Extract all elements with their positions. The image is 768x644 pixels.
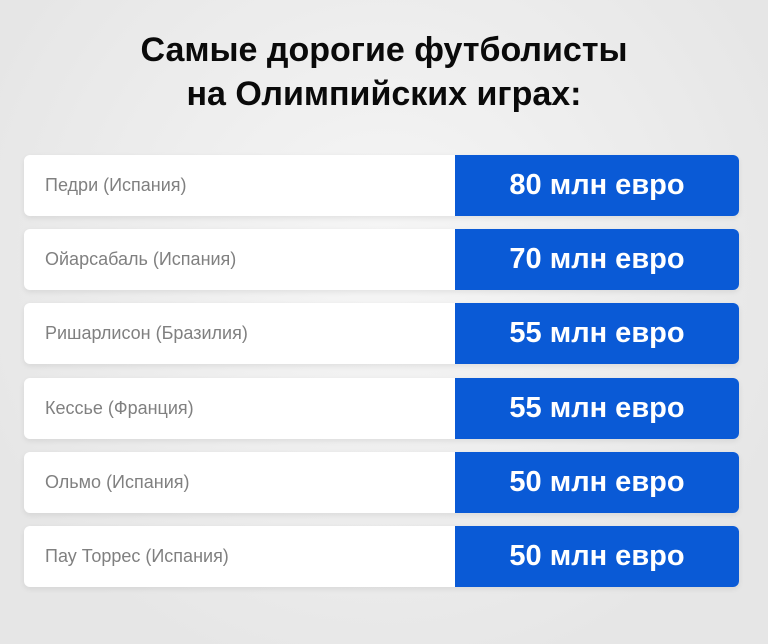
player-name: Ришарлисон (Бразилия) [45, 323, 248, 344]
list-item: Ришарлисон (Бразилия) 55 млн евро [24, 303, 739, 365]
player-value: 55 млн евро [455, 377, 739, 439]
page-title: Самые дорогие футболисты на Олимпийских и… [140, 31, 628, 113]
list-item: Пау Торрес (Испания) 50 млн евро [24, 526, 739, 587]
player-name: Ойарсабаль (Испания) [45, 249, 237, 270]
player-name: Пау Торрес (Испания) [45, 546, 229, 566]
player-value: 50 млн евро [455, 526, 739, 587]
player-value: 50 млн евро [455, 451, 739, 513]
player-value: 55 млн евро [455, 303, 739, 365]
list-item: Кессье (Франция) 55 млн евро [24, 377, 739, 439]
player-name: Кессье (Франция) [45, 397, 194, 418]
player-name: Педри (Испания) [45, 175, 187, 195]
player-value: 80 млн евро [455, 155, 739, 216]
player-value: 70 млн евро [455, 229, 739, 291]
list-item: Ольмо (Испания) 50 млн евро [24, 451, 739, 513]
player-name: Ольмо (Испания) [45, 471, 190, 492]
list-item: Педри (Испания) 80 млн евро [24, 155, 739, 216]
list-item: Ойарсабаль (Испания) 70 млн евро [24, 229, 739, 291]
